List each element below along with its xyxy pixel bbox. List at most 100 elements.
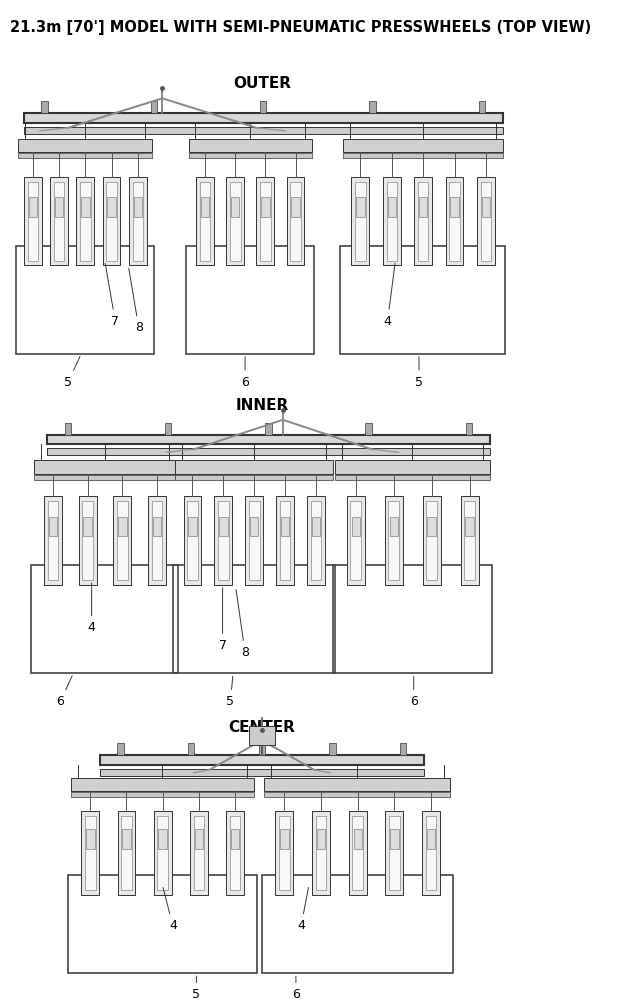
Bar <box>481 182 491 261</box>
Bar <box>114 496 131 585</box>
Bar <box>165 423 171 435</box>
Bar <box>188 139 311 152</box>
Bar <box>82 501 93 580</box>
Bar <box>186 246 314 354</box>
Bar <box>175 475 333 480</box>
Bar <box>330 743 336 755</box>
Bar <box>102 177 121 265</box>
Bar <box>122 829 131 849</box>
Bar <box>262 875 453 973</box>
Text: 5: 5 <box>64 356 80 389</box>
Bar <box>387 197 396 217</box>
Text: 6: 6 <box>292 976 300 1000</box>
Bar <box>400 743 406 755</box>
Bar <box>71 778 254 791</box>
Bar <box>385 496 403 585</box>
Text: 5: 5 <box>227 676 234 708</box>
Bar <box>389 501 399 580</box>
Bar <box>84 517 92 536</box>
Bar <box>107 197 116 217</box>
Text: 4: 4 <box>384 263 395 328</box>
Bar <box>307 496 325 585</box>
Bar <box>99 769 424 776</box>
Bar <box>54 182 65 261</box>
Bar <box>118 517 127 536</box>
Bar <box>276 496 294 585</box>
Bar <box>261 197 269 217</box>
Bar <box>280 829 289 849</box>
Bar <box>218 501 229 580</box>
Bar <box>65 423 71 435</box>
Bar <box>29 197 37 217</box>
Bar <box>117 743 124 755</box>
Bar <box>355 182 365 261</box>
Bar <box>250 517 259 536</box>
Bar <box>347 496 365 585</box>
Text: 4: 4 <box>297 888 308 932</box>
Text: OUTER: OUTER <box>233 76 291 91</box>
Bar <box>352 517 360 536</box>
Bar <box>34 460 175 474</box>
Bar <box>256 177 274 265</box>
Bar <box>133 182 143 261</box>
Bar <box>414 177 432 265</box>
Bar <box>312 811 330 895</box>
Bar <box>47 448 490 455</box>
Bar <box>154 811 171 895</box>
Bar <box>386 182 397 261</box>
Bar <box>426 816 436 890</box>
Text: 7: 7 <box>106 263 119 328</box>
Bar <box>31 565 178 673</box>
Bar <box>86 829 95 849</box>
Bar <box>343 139 503 152</box>
Bar <box>68 875 257 973</box>
Bar <box>188 153 311 158</box>
Bar <box>134 197 142 217</box>
Bar <box>335 460 490 474</box>
Bar <box>390 829 399 849</box>
Bar <box>265 423 271 435</box>
Bar <box>365 423 372 435</box>
Bar <box>482 197 490 217</box>
Bar <box>24 113 503 123</box>
Bar <box>41 101 48 113</box>
Bar <box>18 153 152 158</box>
Bar <box>369 101 376 113</box>
Bar <box>183 496 202 585</box>
Bar <box>350 501 361 580</box>
Bar <box>188 743 194 755</box>
Bar <box>356 197 364 217</box>
Text: CENTER: CENTER <box>229 720 295 735</box>
Bar <box>152 501 162 580</box>
Bar <box>49 517 57 536</box>
Bar <box>197 177 214 265</box>
Bar <box>249 726 275 745</box>
Bar <box>349 811 367 895</box>
Bar <box>279 816 290 890</box>
Bar <box>82 811 99 895</box>
Text: 4: 4 <box>163 888 176 932</box>
Bar <box>80 182 90 261</box>
Text: 6: 6 <box>241 357 249 389</box>
Bar <box>352 177 369 265</box>
Bar <box>158 816 168 890</box>
Bar <box>464 501 475 580</box>
Bar <box>340 246 506 354</box>
Bar <box>259 743 265 755</box>
Bar <box>281 517 290 536</box>
Bar <box>389 816 399 890</box>
Bar <box>201 197 209 217</box>
Bar <box>230 829 239 849</box>
Bar <box>264 778 450 791</box>
Bar <box>426 501 437 580</box>
Text: 21.3m [70'] MODEL WITH SEMI-PNEUMATIC PRESSWHEELS (TOP VIEW): 21.3m [70'] MODEL WITH SEMI-PNEUMATIC PR… <box>11 20 592 35</box>
Text: 6: 6 <box>410 676 418 708</box>
Bar <box>230 816 240 890</box>
Bar <box>71 792 254 797</box>
Bar <box>316 816 327 890</box>
Bar <box>465 517 474 536</box>
Bar <box>479 101 485 113</box>
Bar <box>18 139 152 152</box>
Bar <box>450 197 459 217</box>
Bar <box>47 435 490 444</box>
